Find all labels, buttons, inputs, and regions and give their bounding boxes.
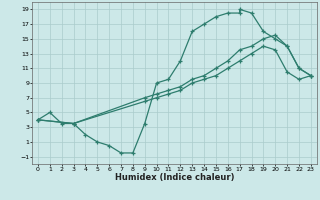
X-axis label: Humidex (Indice chaleur): Humidex (Indice chaleur) (115, 173, 234, 182)
